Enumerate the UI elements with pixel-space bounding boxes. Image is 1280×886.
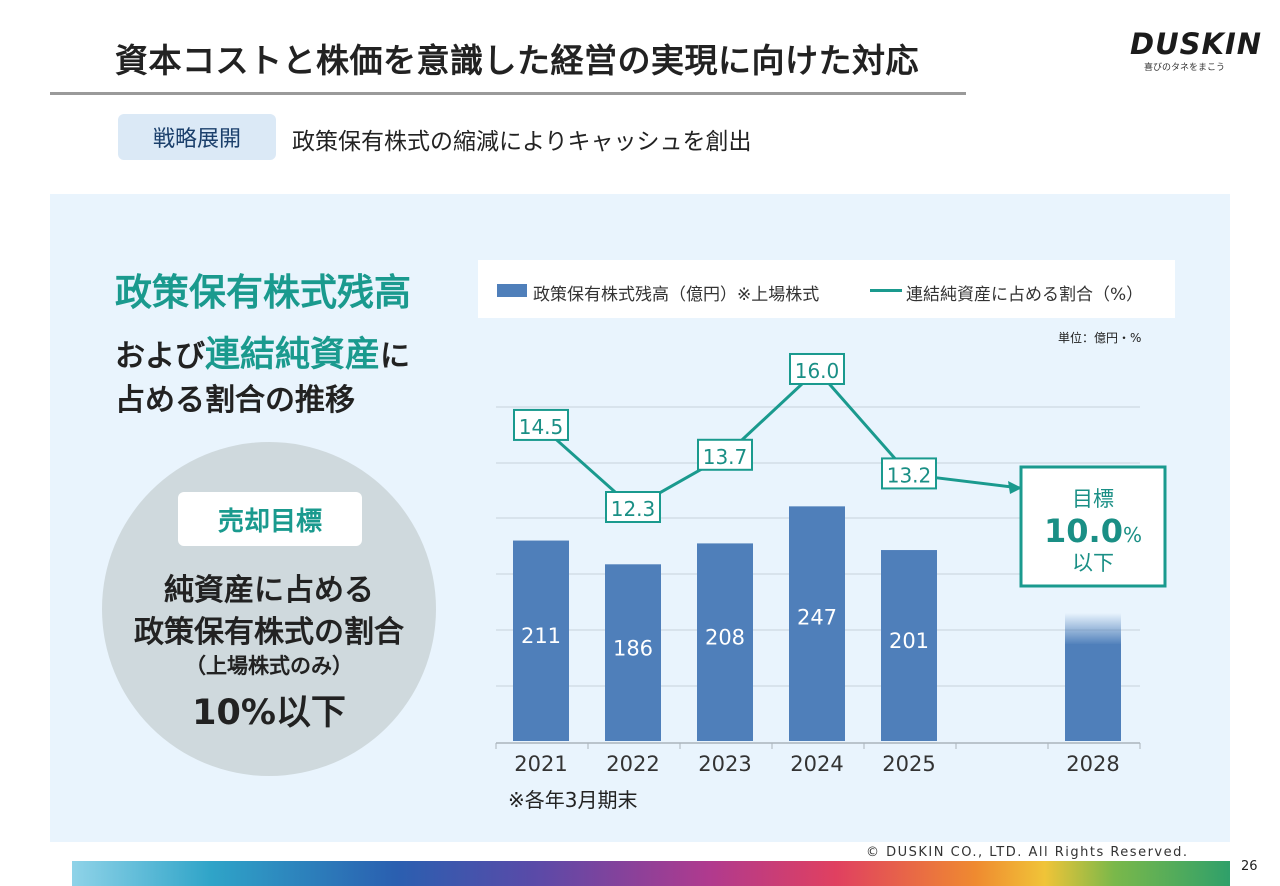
title-divider bbox=[50, 92, 966, 95]
section-heading: 政策保有株式残高 bbox=[115, 271, 411, 314]
chart-legend bbox=[478, 260, 1175, 318]
legend-line-swatch bbox=[870, 289, 902, 292]
heading-accent: 連結純資産 bbox=[205, 335, 381, 375]
unit-note: 単位：億円・% bbox=[1058, 331, 1142, 345]
heading-prefix: および bbox=[115, 339, 205, 374]
target-text-line2: 政策保有株式の割合 bbox=[134, 615, 404, 650]
legend-bar-swatch bbox=[497, 284, 527, 297]
logo-tagline: 喜びのタネをまこう bbox=[1144, 63, 1226, 73]
heading-suffix: に bbox=[380, 339, 411, 374]
legend-bar-label: 政策保有株式残高（億円）※上場株式 bbox=[533, 285, 820, 305]
footer-gradient-bar bbox=[72, 861, 1230, 886]
company-logo: DUSKIN 喜びのタネをまこう bbox=[1130, 27, 1263, 74]
page-title: 資本コストと株価を意識した経営の実現に向けた対応 bbox=[115, 41, 919, 80]
chart-footnote: ※各年3月期末 bbox=[508, 788, 638, 812]
target-text-line1: 純資産に占める bbox=[164, 573, 374, 608]
copyright: © DUSKIN CO., LTD. All Rights Reserved. bbox=[866, 845, 1189, 860]
section-heading-line2: および連結純資産に bbox=[115, 326, 410, 377]
target-text-line3: （上場株式のみ） bbox=[185, 654, 353, 678]
target-label: 売却目標 bbox=[178, 492, 362, 546]
page-number: 26 bbox=[1241, 859, 1258, 874]
strategy-text: 政策保有株式の縮減によりキャッシュを創出 bbox=[292, 129, 752, 155]
legend-line-label: 連結純資産に占める割合（%） bbox=[906, 285, 1144, 305]
target-value: 10%以下 bbox=[192, 693, 346, 733]
strategy-badge: 戦略展開 bbox=[118, 114, 276, 160]
logo-wordmark: DUSKIN bbox=[1130, 27, 1263, 61]
section-heading-line3: 占める割合の推移 bbox=[115, 383, 355, 418]
